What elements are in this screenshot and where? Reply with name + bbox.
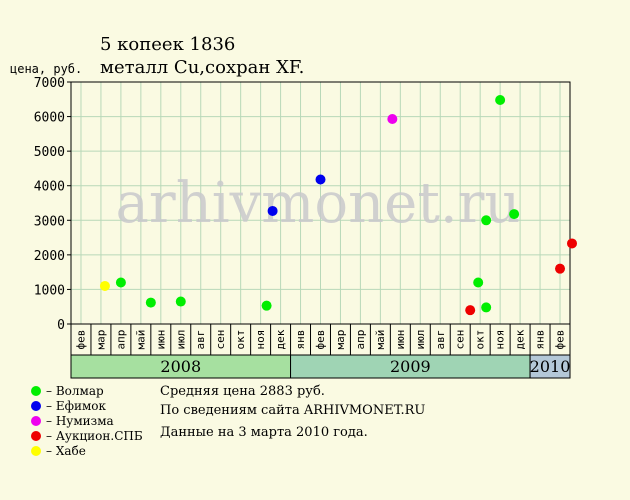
- y-tick-label: 4000: [34, 180, 65, 195]
- x-tick-label: фев: [74, 330, 87, 350]
- chart-title: 5 копеек 1836: [100, 34, 235, 55]
- year-label: 2009: [390, 357, 431, 376]
- y-tick-label: 7000: [34, 76, 65, 91]
- data-point: [566, 238, 577, 249]
- x-tick-label: июн: [394, 330, 407, 350]
- x-tick-label: окт: [474, 330, 487, 350]
- data-point: [465, 305, 476, 316]
- x-tick-label: апр: [354, 330, 367, 350]
- x-tick-label: авг: [434, 330, 447, 350]
- legend-label: – Ефимок: [46, 399, 107, 413]
- chart-subtitle: металл Cu,сохран XF.: [100, 57, 304, 78]
- legend-label: – Нумизма: [46, 414, 114, 428]
- month-band: [70, 323, 571, 356]
- y-tick-label: 2000: [34, 249, 65, 264]
- data-point: [481, 215, 492, 226]
- data-point: [509, 209, 520, 220]
- data-point: [267, 205, 278, 216]
- legend-label: – Волмар: [46, 384, 104, 398]
- y-tick-label: 1000: [34, 283, 65, 298]
- x-tick-label: янв: [534, 330, 547, 350]
- data-point: [481, 302, 492, 313]
- x-tick-label: окт: [234, 330, 247, 350]
- grid-lines: [71, 81, 570, 325]
- x-tick-label: сен: [214, 330, 227, 350]
- x-tick-label: сен: [454, 330, 467, 350]
- x-year-bands: 2008 2009 2010: [70, 354, 571, 379]
- x-tick-label: дек: [274, 329, 287, 349]
- data-points: [99, 94, 577, 316]
- x-month-labels: фев мар апр май июн июл авг сен окт ноя дек янв фев м…: [70, 323, 571, 356]
- data-point: [145, 297, 156, 308]
- y-tick-label: 5000: [34, 145, 65, 160]
- y-tick-label: 3000: [34, 214, 65, 229]
- x-tick-label: июл: [174, 330, 187, 350]
- x-tick-label: фев: [314, 330, 327, 350]
- legend-label: – Хабе: [46, 444, 86, 458]
- y-axis-label: цена, руб.: [10, 62, 82, 76]
- legend-marker: [31, 416, 41, 426]
- data-point: [495, 94, 506, 105]
- x-tick-label: дек: [514, 329, 527, 349]
- data-point: [315, 174, 326, 185]
- data-point: [261, 300, 272, 311]
- legend: – Волмар– Ефимок– Нумизма– Аукцион.СПБ– …: [31, 384, 143, 458]
- x-tick-label: мар: [334, 330, 347, 350]
- data-point: [175, 296, 186, 307]
- data-source: По сведениям сайта ARHIVMONET.RU: [160, 403, 425, 418]
- x-tick-label: июн: [154, 330, 167, 350]
- legend-marker: [31, 446, 41, 456]
- data-point: [99, 280, 110, 291]
- x-tick-label: мар: [94, 330, 107, 350]
- data-date: Данные на 3 марта 2010 года.: [160, 425, 368, 440]
- x-tick-label: ноя: [254, 330, 267, 350]
- legend-marker: [31, 386, 41, 396]
- y-tick-label: 0: [57, 318, 65, 333]
- year-band: [529, 354, 571, 379]
- x-tick-label: ноя: [494, 330, 507, 350]
- x-tick-label: янв: [294, 330, 307, 350]
- x-tick-label: май: [134, 330, 147, 350]
- year-label: 2008: [160, 357, 201, 376]
- y-ticks: 0 1000 2000 3000 4000 5000 6000 7000: [34, 76, 71, 333]
- data-point: [555, 263, 566, 274]
- x-tick-label: апр: [114, 330, 127, 350]
- x-tick-label: фев: [554, 330, 567, 350]
- x-tick-label: май: [374, 330, 387, 350]
- x-tick-label: июл: [414, 330, 427, 350]
- y-tick-label: 6000: [34, 111, 65, 126]
- legend-marker: [31, 431, 41, 441]
- legend-marker: [31, 401, 41, 411]
- legend-label: – Аукцион.СПБ: [46, 429, 143, 443]
- data-point: [115, 277, 126, 288]
- data-point: [473, 277, 484, 288]
- x-tick-label: авг: [194, 330, 207, 350]
- data-point: [387, 113, 398, 124]
- average-price: Средняя цена 2883 руб.: [160, 384, 325, 399]
- year-label: 2010: [530, 357, 571, 376]
